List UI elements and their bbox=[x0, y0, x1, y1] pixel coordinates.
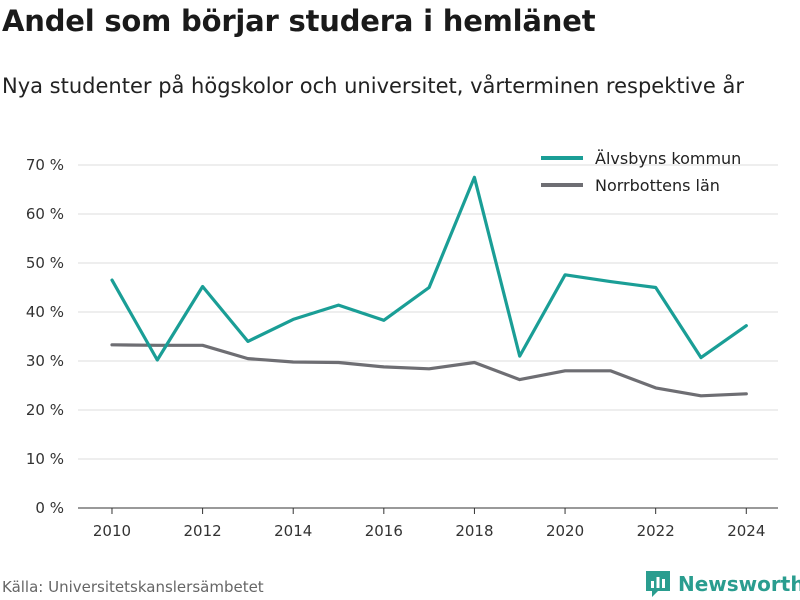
y-tick-label: 40 % bbox=[26, 303, 64, 321]
y-tick-label: 50 % bbox=[26, 254, 64, 272]
x-tick-label: 2024 bbox=[727, 522, 765, 540]
x-tick-label: 2014 bbox=[274, 522, 312, 540]
legend: Älvsbyns kommun Norrbottens län bbox=[541, 149, 741, 195]
x-tick-label: 2010 bbox=[93, 522, 131, 540]
y-tick-label: 20 % bbox=[26, 401, 64, 419]
x-axis: 2010 2012 2014 2016 2018 2020 2022 2024 bbox=[78, 507, 778, 540]
x-tick-label: 2016 bbox=[365, 522, 403, 540]
y-tick-label: 10 % bbox=[26, 450, 64, 468]
y-tick-label: 0 % bbox=[35, 499, 64, 517]
newsworthy-logo-icon bbox=[646, 571, 670, 597]
series-line-norrbottens-län bbox=[110, 343, 748, 398]
legend-label: Älvsbyns kommun bbox=[595, 149, 741, 168]
source-note: Källa: Universitetskanslersämbetet bbox=[2, 578, 264, 596]
legend-label: Norrbottens län bbox=[595, 176, 720, 195]
y-tick-label: 60 % bbox=[26, 205, 64, 223]
x-tick-label: 2020 bbox=[546, 522, 584, 540]
brand-logo: Newsworthy bbox=[644, 569, 800, 599]
y-tick-label: 70 % bbox=[26, 156, 64, 174]
series-line-älvsbyns-kommun bbox=[110, 175, 748, 362]
y-tick-label: 30 % bbox=[26, 352, 64, 370]
brand-name: Newsworthy bbox=[678, 572, 800, 596]
series-lines bbox=[110, 175, 748, 398]
y-axis-ticks: 0 % 10 % 20 % 30 % 40 % 50 % 60 % 70 % bbox=[26, 156, 64, 517]
x-tick-label: 2012 bbox=[184, 522, 222, 540]
chart-subtitle: Nya studenter på högskolor och universit… bbox=[2, 74, 744, 98]
x-tick-label: 2018 bbox=[455, 522, 493, 540]
x-tick-label: 2022 bbox=[637, 522, 675, 540]
chart-title: Andel som börjar studera i hemlänet bbox=[2, 4, 596, 38]
grid-lines bbox=[78, 164, 778, 509]
